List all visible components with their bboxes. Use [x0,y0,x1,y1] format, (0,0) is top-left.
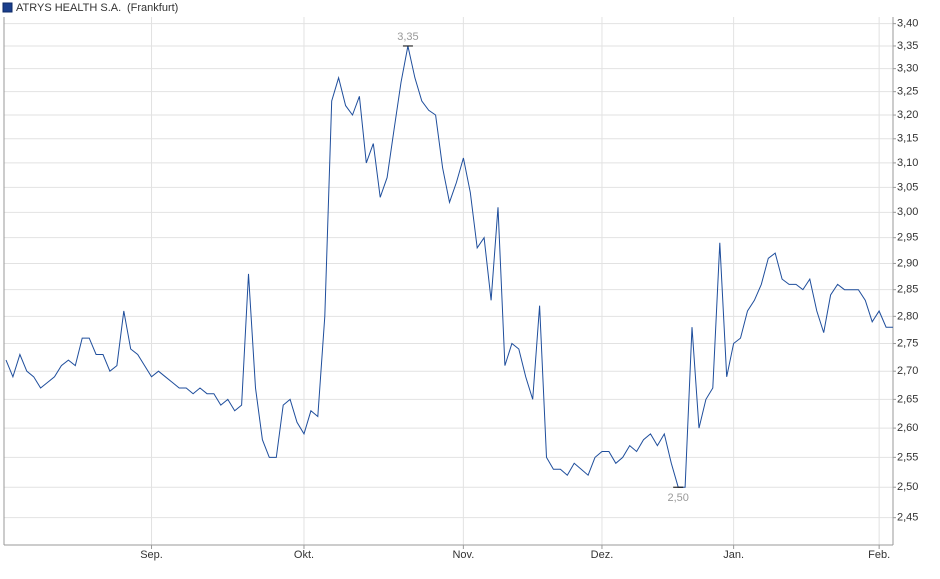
legend-swatch [2,2,13,13]
y-tick-label: 2,95 [897,232,918,244]
y-tick-label: 3,35 [897,40,918,52]
x-tick-label: Jan. [723,549,744,561]
y-tick-label: 3,20 [897,109,918,121]
y-tick-label: 3,30 [897,63,918,75]
y-tick-label: 2,75 [897,337,918,349]
y-tick-label: 3,15 [897,133,918,145]
y-tick-label: 3,10 [897,157,918,169]
y-tick-label: 2,85 [897,284,918,296]
y-tick-label: 3,00 [897,206,918,218]
x-tick-label: Okt. [294,549,314,561]
x-tick-label: Dez. [591,549,614,561]
y-tick-label: 2,45 [897,512,918,524]
y-tick-label: 2,90 [897,257,918,269]
y-tick-label: 2,80 [897,310,918,322]
y-tick-label: 2,70 [897,365,918,377]
y-tick-label: 2,65 [897,393,918,405]
y-tick-label: 2,55 [897,451,918,463]
x-tick-label: Nov. [452,549,474,561]
y-tick-label: 2,50 [897,481,918,493]
chart-subtitle: (Frankfurt) [127,2,178,14]
x-tick-label: Sep. [140,549,163,561]
x-tick-label: Feb. [868,549,890,561]
data-label: 3,35 [397,31,418,43]
y-tick-label: 2,60 [897,422,918,434]
legend-label: ATRYS HEALTH S.A. [16,2,121,14]
data-label: 2,50 [667,492,688,504]
y-tick-label: 3,25 [897,86,918,98]
y-tick-label: 3,40 [897,18,918,30]
price-line [5,45,893,488]
y-tick-label: 3,05 [897,181,918,193]
